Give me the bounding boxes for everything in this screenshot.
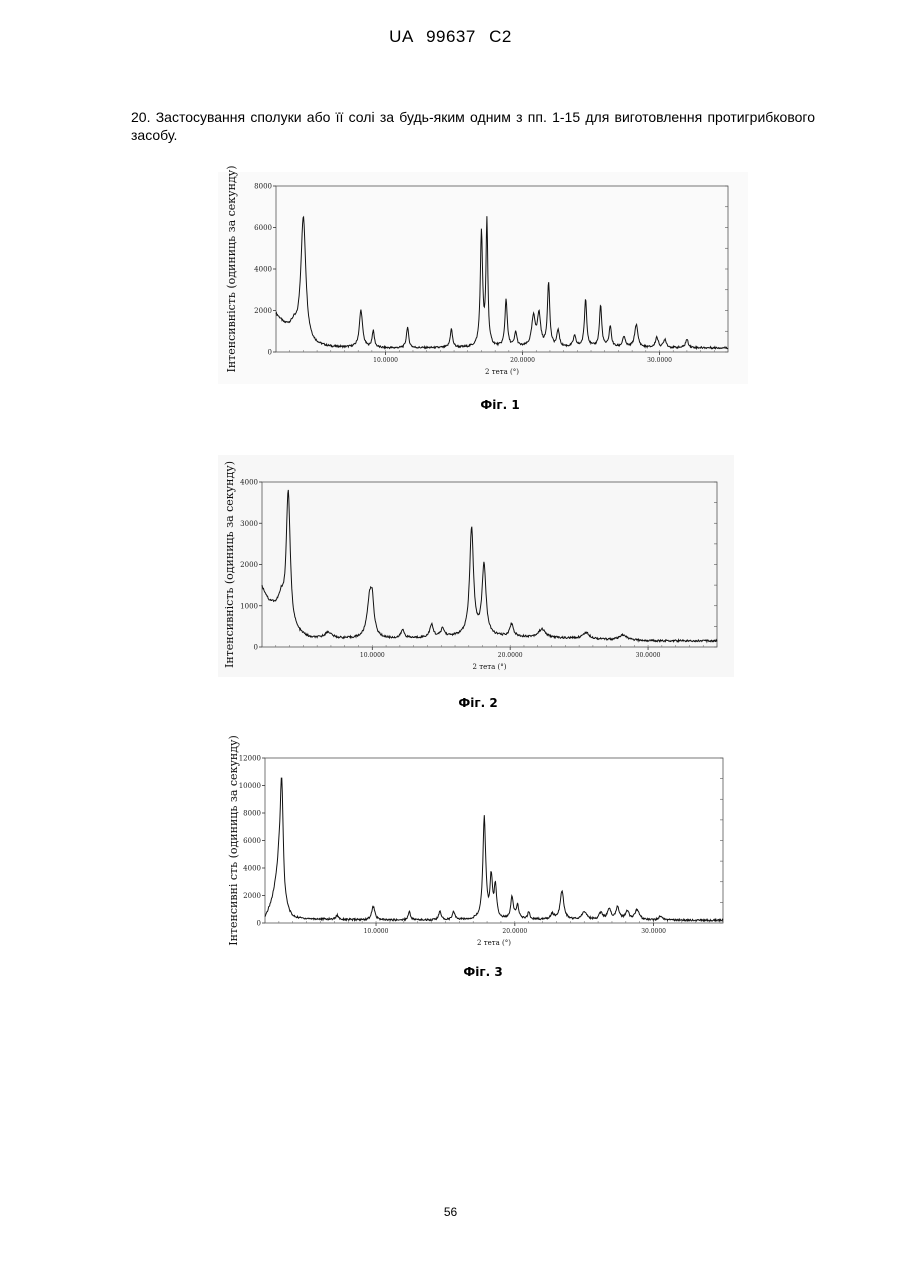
chart-1-y-tick-label: 6000	[254, 224, 272, 232]
chart-2-background	[218, 455, 734, 677]
chart-3-y-tick-label: 0	[257, 920, 261, 928]
figure-1: 0200040006000800010.000020.000030.0000 І…	[218, 172, 748, 384]
chart-2-x-axis-label: 2 тета (°)	[473, 663, 507, 671]
chart-2-y-tick-label: 3000	[240, 520, 258, 528]
chart-1-y-tick-label: 0	[268, 349, 272, 357]
chart-2-y-tick-label: 1000	[240, 602, 258, 610]
figure-3-caption: Фіг. 3	[383, 965, 583, 979]
claim-text: 20. Застосування сполуки або її солі за …	[131, 108, 815, 144]
chart-3-y-tick-label: 4000	[243, 865, 261, 873]
document-header: UA 99637 C2	[0, 27, 901, 47]
figure-1-caption: Фіг. 1	[400, 398, 600, 412]
chart-3-x-tick-label: 20.0000	[502, 928, 527, 935]
figure-3: 0 2000 4000 6000 8000 10000 12000 10.0000 20.000…	[222, 745, 727, 947]
chart-1-y-tick-label: 2000	[254, 307, 272, 315]
chart-3-x-axis-label: 2 тета (°)	[477, 939, 511, 947]
chart-1-xrd-pattern: 0200040006000800010.000020.000030.0000 І…	[218, 172, 748, 384]
chart-3-y-tick-label: 12000	[239, 755, 261, 763]
chart-2-x-tick-label: 10.0000	[360, 652, 385, 659]
figure-2: 0 1000 2000 3000 4000 10.0000 20.0000 30.0000 І…	[218, 455, 734, 677]
figure-2-caption: Фіг. 2	[378, 696, 578, 710]
chart-1-x-axis-label: 2 тета (°)	[485, 368, 519, 376]
chart-3-xrd-pattern: 0 2000 4000 6000 8000 10000 12000 10.0000 20.000…	[222, 745, 727, 947]
chart-3-y-tick-label: 2000	[243, 892, 261, 900]
chart-2-y-tick-label: 0	[254, 644, 258, 652]
chart-3-x-tick-label: 30.0000	[641, 928, 666, 935]
chart-3-y-tick-label: 6000	[243, 837, 261, 845]
chart-3-y-tick-label: 8000	[243, 810, 261, 818]
chart-2-y-tick-label: 2000	[240, 561, 258, 569]
chart-2-y-axis-label: Інтенсивність (одиниць за секунду)	[223, 461, 236, 668]
chart-2-xrd-pattern: 0 1000 2000 3000 4000 10.0000 20.0000 30.0000 І…	[218, 455, 734, 677]
chart-1-x-tick-label: 20.0000	[510, 357, 535, 364]
chart-1-y-axis-label: Інтенсивність (одиниць за секунду)	[225, 165, 238, 372]
chart-2-x-tick-label: 20.0000	[498, 652, 523, 659]
chart-1-x-tick-label: 10.0000	[373, 357, 398, 364]
chart-3-x-tick-label: 10.0000	[364, 928, 389, 935]
chart-3-y-tick-label: 10000	[239, 782, 261, 790]
chart-1-y-tick-label: 8000	[254, 183, 272, 191]
chart-1-y-tick-label: 4000	[254, 266, 272, 274]
page-number: 56	[0, 1205, 901, 1219]
chart-3-y-axis-label: Інтенсивні сть (одиниць за секунду)	[227, 735, 240, 946]
chart-2-y-tick-label: 4000	[240, 479, 258, 487]
chart-1-x-tick-label: 30.0000	[647, 357, 672, 364]
chart-2-x-tick-label: 30.0000	[636, 652, 661, 659]
